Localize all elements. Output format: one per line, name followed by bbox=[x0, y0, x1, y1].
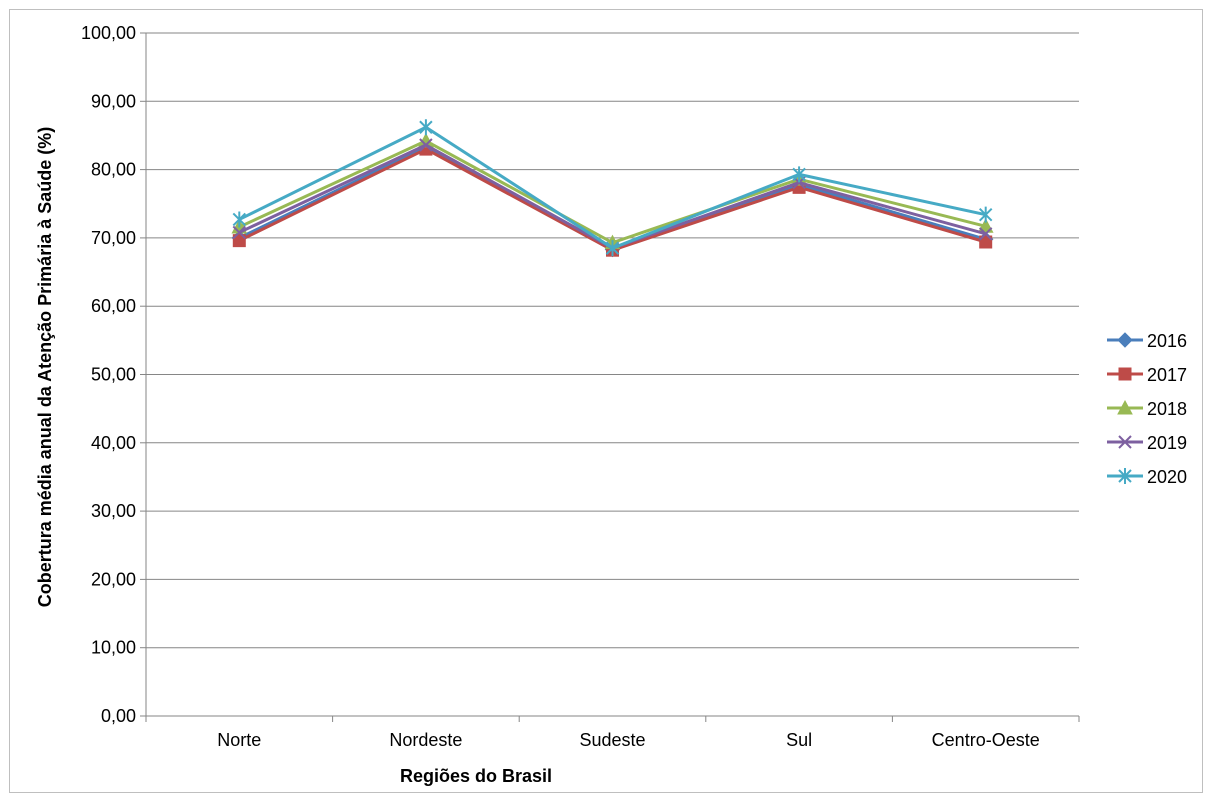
line-chart: 0,00 10,00 20,00 30,00 40,00 50,00 60,00 70,00 8… bbox=[35, 23, 1187, 786]
y-tick-label: 80,00 bbox=[91, 160, 136, 180]
data-point-2020 bbox=[232, 211, 247, 228]
data-point-2020 bbox=[978, 206, 993, 223]
y-tick-label: 20,00 bbox=[91, 569, 136, 589]
data-point-2019 bbox=[419, 138, 433, 152]
gridlines bbox=[146, 32, 1079, 649]
y-tick-label: 0,00 bbox=[101, 706, 136, 726]
series-lines bbox=[231, 119, 994, 258]
axes: 0,00 10,00 20,00 30,00 40,00 50,00 60,00 70,00 8… bbox=[81, 23, 1080, 750]
x-tick-label: Norte bbox=[217, 730, 261, 750]
x-tick-label: Centro-Oeste bbox=[932, 730, 1040, 750]
x-axis-title: Regiões do Brasil bbox=[400, 766, 552, 786]
legend-label: 2020 bbox=[1147, 467, 1187, 487]
data-point-2017 bbox=[232, 234, 246, 248]
x-tick-label: Sudeste bbox=[579, 730, 645, 750]
x-tick-label: Sul bbox=[786, 730, 812, 750]
y-axis-title: Cobertura média anual da Atenção Primári… bbox=[35, 127, 55, 607]
y-tick-label: 70,00 bbox=[91, 228, 136, 248]
data-point-2020 bbox=[419, 119, 433, 136]
legend: 2016 2017 2018 2019 2020 bbox=[1107, 331, 1187, 487]
y-tick-label: 90,00 bbox=[91, 91, 136, 111]
x-tick-label: Nordeste bbox=[389, 730, 462, 750]
legend-item-2018: 2018 bbox=[1107, 399, 1187, 419]
legend-marker bbox=[1117, 399, 1133, 415]
y-tick-label: 10,00 bbox=[91, 638, 136, 658]
legend-item-2020: 2020 bbox=[1107, 467, 1187, 487]
data-point-2019 bbox=[232, 225, 247, 240]
data-point-2017 bbox=[979, 235, 993, 249]
y-tick-label: 40,00 bbox=[91, 433, 136, 453]
y-tick-label: 50,00 bbox=[91, 365, 136, 385]
legend-marker bbox=[1118, 468, 1132, 484]
y-tick-label: 100,00 bbox=[81, 23, 136, 43]
series-line-2020 bbox=[238, 125, 987, 250]
data-point-2020 bbox=[792, 166, 806, 183]
legend-item-2019: 2019 bbox=[1107, 433, 1187, 453]
data-point-2019 bbox=[978, 227, 993, 241]
chart-frame: 0,00 10,00 20,00 30,00 40,00 50,00 60,00 70,00 8… bbox=[9, 9, 1203, 793]
data-point-2020 bbox=[605, 240, 620, 257]
legend-marker bbox=[1118, 435, 1132, 449]
y-tick-label: 30,00 bbox=[91, 501, 136, 521]
series-2020 bbox=[232, 119, 993, 257]
legend-marker bbox=[1118, 367, 1132, 381]
legend-label: 2018 bbox=[1147, 399, 1187, 419]
legend-item-2016: 2016 bbox=[1107, 331, 1187, 351]
y-tick-label: 60,00 bbox=[91, 296, 136, 316]
legend-label: 2016 bbox=[1147, 331, 1187, 351]
legend-marker bbox=[1117, 332, 1133, 348]
legend-label: 2017 bbox=[1147, 365, 1187, 385]
legend-item-2017: 2017 bbox=[1107, 365, 1187, 385]
legend-label: 2019 bbox=[1147, 433, 1187, 453]
